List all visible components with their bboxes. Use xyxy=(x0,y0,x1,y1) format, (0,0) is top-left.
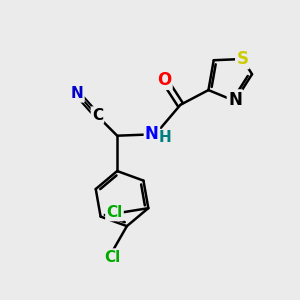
Text: S: S xyxy=(236,50,248,68)
Text: C: C xyxy=(92,108,103,123)
Text: Cl: Cl xyxy=(104,250,120,265)
Text: N: N xyxy=(145,125,159,143)
Text: N: N xyxy=(71,86,83,101)
Text: H: H xyxy=(158,130,171,145)
Text: N: N xyxy=(228,91,242,109)
Text: O: O xyxy=(157,71,171,89)
Text: Cl: Cl xyxy=(106,205,123,220)
